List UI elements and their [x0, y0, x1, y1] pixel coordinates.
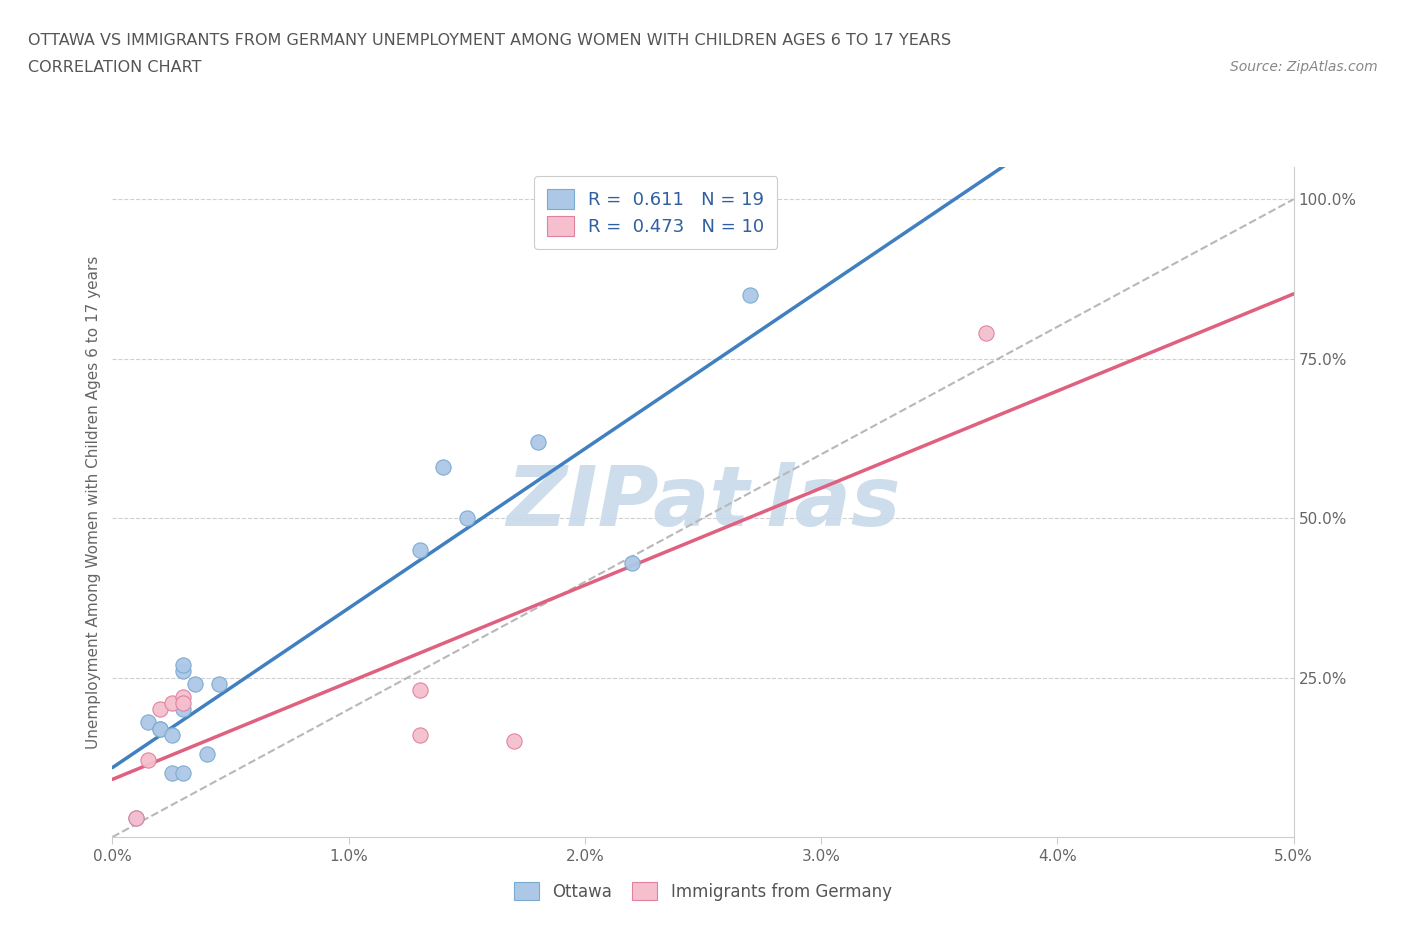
Point: [503, 734, 526, 749]
Point: [172, 765, 194, 780]
Point: [172, 664, 194, 679]
Point: [172, 689, 194, 704]
Point: [149, 702, 172, 717]
Point: [125, 810, 148, 825]
Point: [208, 676, 231, 691]
Point: [740, 287, 762, 302]
Point: [136, 753, 159, 768]
Point: [160, 727, 183, 742]
Y-axis label: Unemployment Among Women with Children Ages 6 to 17 years: Unemployment Among Women with Children A…: [86, 256, 101, 749]
Point: [408, 542, 430, 557]
Point: [526, 434, 548, 449]
Point: [149, 721, 172, 736]
Text: CORRELATION CHART: CORRELATION CHART: [28, 60, 201, 75]
Point: [160, 765, 183, 780]
Text: Source: ZipAtlas.com: Source: ZipAtlas.com: [1230, 60, 1378, 74]
Point: [172, 658, 194, 672]
Text: ZIPat las: ZIPat las: [506, 461, 900, 543]
Point: [149, 721, 172, 736]
Point: [408, 727, 430, 742]
Point: [195, 747, 218, 762]
Point: [172, 702, 194, 717]
Point: [456, 511, 478, 525]
Point: [621, 555, 644, 570]
Point: [184, 676, 207, 691]
Point: [172, 696, 194, 711]
Point: [408, 683, 430, 698]
Text: OTTAWA VS IMMIGRANTS FROM GERMANY UNEMPLOYMENT AMONG WOMEN WITH CHILDREN AGES 6 : OTTAWA VS IMMIGRANTS FROM GERMANY UNEMPL…: [28, 33, 952, 47]
Point: [160, 696, 183, 711]
Point: [976, 326, 998, 340]
Point: [136, 715, 159, 730]
Point: [125, 810, 148, 825]
Point: [432, 459, 454, 474]
Legend: Ottawa, Immigrants from Germany: Ottawa, Immigrants from Germany: [506, 873, 900, 909]
